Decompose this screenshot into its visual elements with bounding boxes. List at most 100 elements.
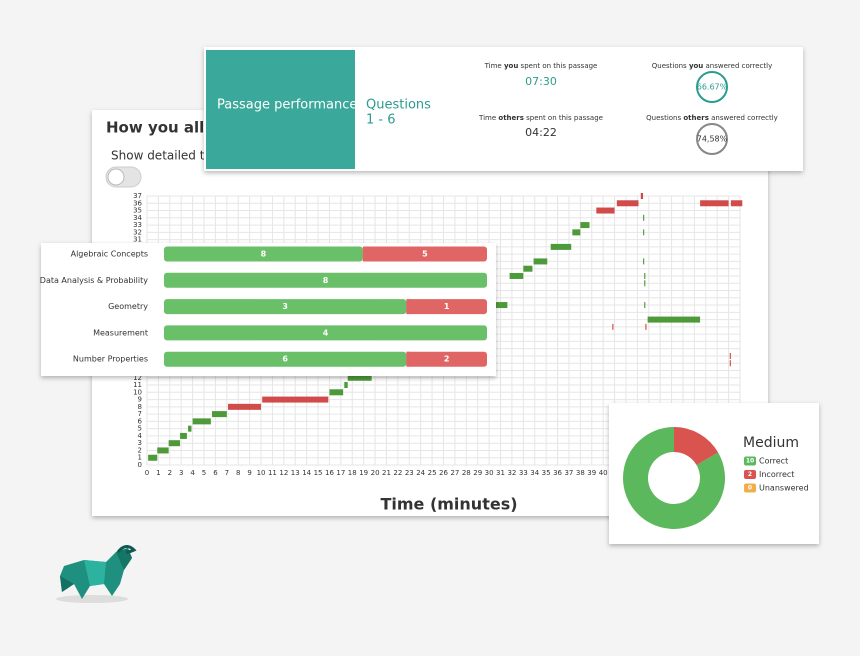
legend-count: 2 (748, 471, 752, 478)
x-tick-label: 37 (564, 469, 573, 477)
x-tick-label: 27 (450, 469, 459, 477)
x-tick-label: 15 (314, 469, 323, 477)
time-segment (329, 389, 344, 396)
x-tick-label: 9 (247, 469, 251, 477)
time-segment (729, 360, 731, 367)
time-segment (572, 229, 581, 236)
time-segment (188, 425, 192, 432)
time-segment (643, 229, 645, 236)
x-tick-label: 22 (393, 469, 402, 477)
time-segment (212, 411, 227, 418)
time-segment (644, 272, 646, 279)
correct-bar (164, 351, 407, 367)
x-tick-label: 38 (576, 469, 585, 477)
correct-bar (164, 272, 487, 288)
panel-title: How you alloc (106, 119, 224, 137)
x-tick-label: 10 (257, 469, 266, 477)
category-label: Measurement (93, 328, 148, 337)
title-block (206, 50, 355, 169)
legend-label: Unanswered (759, 484, 809, 493)
percent-ring (696, 123, 728, 155)
stat-value: 04:22 (525, 126, 557, 139)
incorrect-bar (406, 299, 487, 315)
x-tick-label: 30 (485, 469, 494, 477)
time-segment (596, 207, 615, 214)
incorrect-count: 2 (444, 355, 450, 364)
y-tick-label: 3 (138, 439, 142, 447)
correct-count: 8 (261, 250, 267, 259)
toggle-knob (107, 168, 125, 186)
donut-slice (623, 427, 725, 529)
difficulty-panel: Medium 10 Correct 2 Incorrect 0 Unanswered (609, 403, 819, 544)
x-tick-label: 26 (439, 469, 448, 477)
stat-label: Time others spent on this passage (478, 114, 603, 122)
y-tick-label: 31 (133, 236, 142, 244)
correct-count: 4 (323, 328, 329, 337)
time-segment (227, 403, 262, 410)
y-tick-label: 2 (138, 446, 142, 454)
y-tick-label: 4 (138, 432, 143, 440)
y-tick-label: 1 (138, 454, 142, 462)
x-tick-label: 25 (428, 469, 437, 477)
y-tick-label: 12 (133, 374, 142, 382)
x-tick-label: 2 (168, 469, 172, 477)
time-segment (616, 200, 639, 207)
time-segment (643, 258, 645, 265)
category-panel: Algebraic Concepts 8 5 Data Analysis & Prob… (40, 243, 496, 376)
x-tick-label: 36 (553, 469, 562, 477)
time-segment (640, 193, 644, 199)
questions-range: 1 - 6 (366, 113, 396, 128)
logo (56, 545, 137, 603)
legend-badge (744, 456, 756, 466)
stat-label: Questions others answered correctly (646, 114, 778, 122)
time-segment (700, 200, 729, 207)
stat-label-part: others (683, 114, 709, 122)
stat-label-part: others (498, 114, 524, 122)
stat-label-part: spent on this passage (524, 114, 603, 122)
y-tick-label: 35 (133, 207, 142, 215)
x-tick-label: 34 (530, 469, 539, 477)
stat-label-part: you (689, 62, 703, 70)
x-tick-label: 1 (156, 469, 160, 477)
bar-join (406, 351, 411, 367)
time-segment (729, 352, 731, 359)
x-tick-label: 21 (382, 469, 391, 477)
legend-label: Correct (759, 457, 788, 466)
y-tick-label: 32 (133, 228, 142, 236)
time-segment (580, 222, 590, 229)
x-tick-label: 39 (587, 469, 596, 477)
bar-join (362, 246, 367, 262)
x-tick-label: 14 (302, 469, 311, 477)
donut-slice (673, 427, 719, 466)
time-segment (730, 200, 743, 207)
category-label: Algebraic Concepts (71, 250, 148, 259)
x-tick-label: 18 (348, 469, 357, 477)
stat-label-part: spent on this passage (518, 62, 597, 70)
y-tick-label: 10 (133, 388, 142, 396)
y-tick-label: 36 (133, 199, 142, 207)
x-tick-label: 29 (473, 469, 482, 477)
time-segment (509, 272, 524, 279)
time-segment (344, 382, 348, 389)
correct-bar (164, 246, 363, 262)
x-tick-label: 31 (496, 469, 505, 477)
stat-label-part: you (504, 62, 518, 70)
stat-value: 07:30 (525, 75, 557, 88)
time-segment (168, 440, 181, 447)
y-tick-label: 37 (133, 192, 142, 200)
legend-count: 0 (748, 485, 752, 492)
stat-label-part: answered correctly (709, 114, 778, 122)
bar-join (406, 299, 411, 315)
x-tick-label: 19 (359, 469, 368, 477)
time-segment (643, 214, 645, 221)
category-label: Data Analysis & Probability (40, 276, 148, 285)
correct-count: 6 (282, 355, 288, 364)
stat-label-part: Time (478, 114, 498, 122)
perf-title-1: Passage performance (217, 98, 357, 113)
time-segment (157, 447, 169, 454)
time-segment (347, 374, 372, 381)
stat-label-part: Questions (652, 62, 689, 70)
x-tick-label: 17 (336, 469, 345, 477)
